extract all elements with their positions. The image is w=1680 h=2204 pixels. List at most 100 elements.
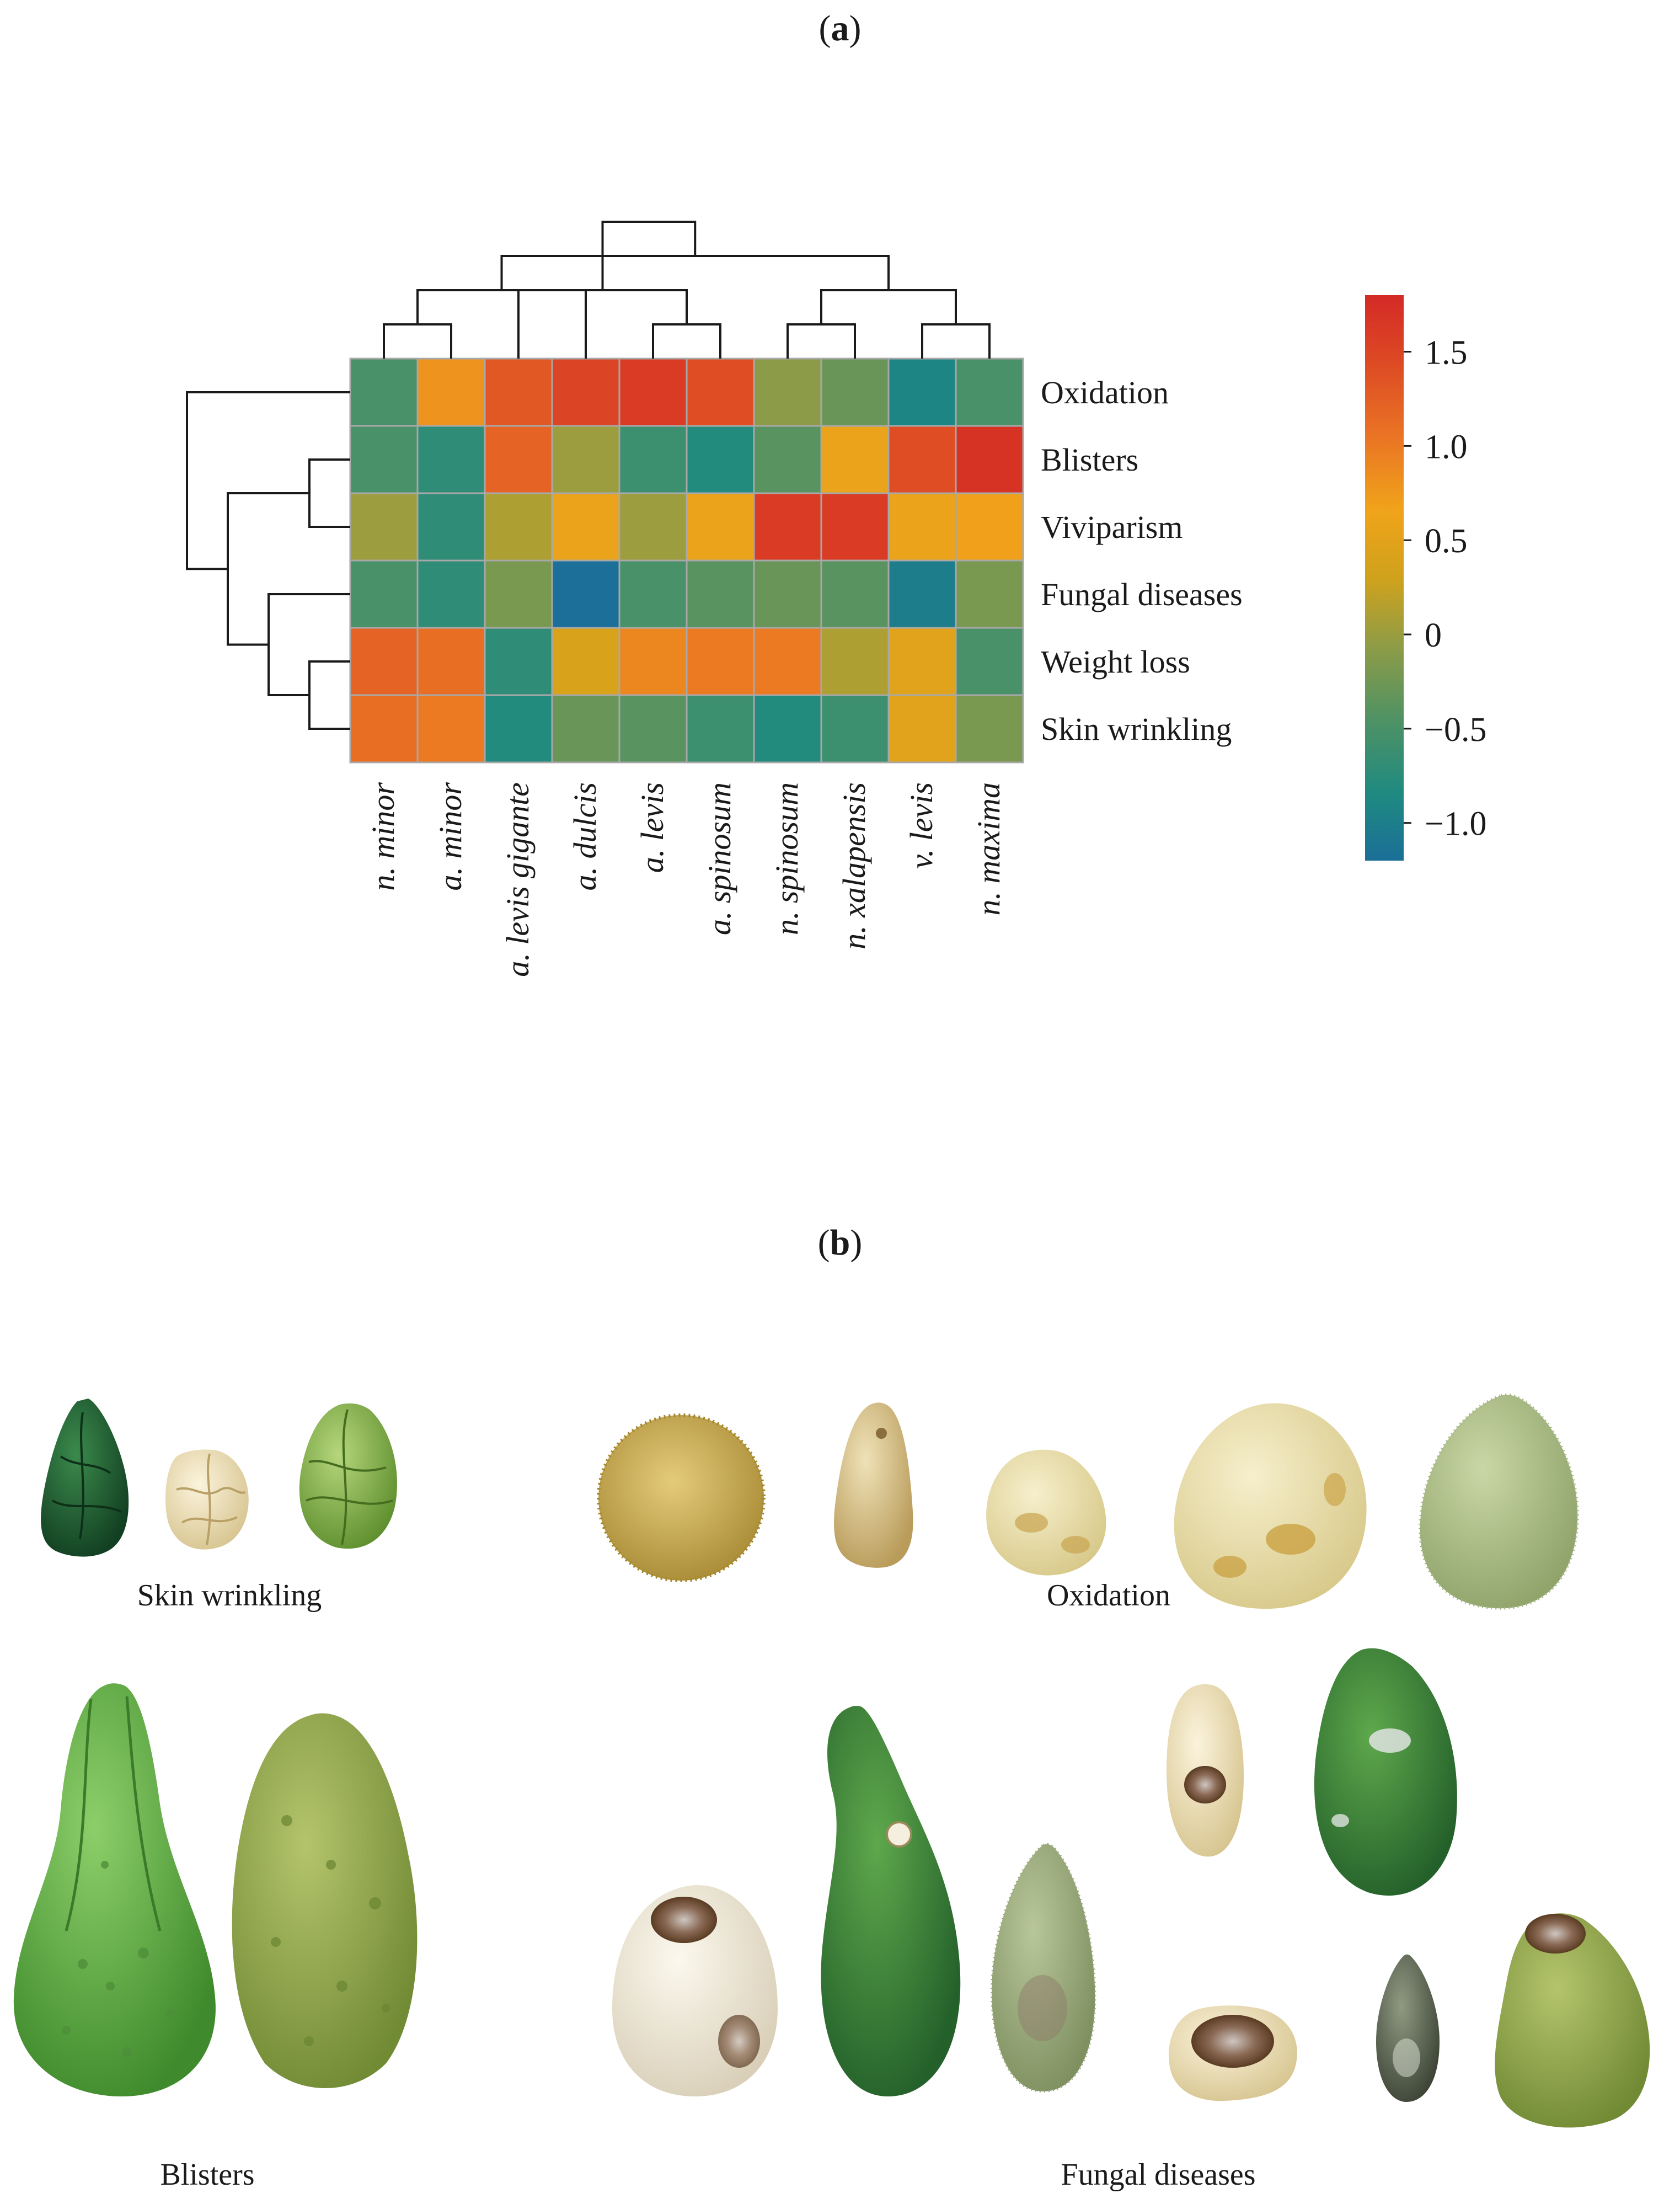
heatmap-cell — [955, 357, 1024, 427]
heatmap-cell — [955, 559, 1024, 629]
fungal-lesion — [1184, 1766, 1226, 1803]
heatmap-cell — [484, 694, 553, 764]
pale-cream-fruit — [986, 1449, 1106, 1576]
heatmap-cell — [753, 627, 822, 696]
heatmap-cell — [686, 559, 755, 629]
oxidation-spot — [876, 1428, 887, 1439]
pear-green-blistered-fruit — [232, 1713, 418, 2088]
blister — [326, 1860, 336, 1870]
wrinkle-lines-cream — [176, 1453, 246, 1545]
heatmap-cell — [753, 559, 822, 629]
column-labels: n. minor a. minor a. levis gigante a. dulci… — [365, 782, 1007, 977]
caption-fungal-diseases: Fungal diseases — [1061, 2158, 1255, 2192]
heatmap-cell — [686, 492, 755, 562]
fungal-diseases-group — [612, 1648, 1650, 2128]
fungal-lesion — [651, 1897, 717, 1943]
blister — [122, 2047, 132, 2057]
heatmap-cell — [753, 357, 822, 427]
heatmap-cell — [551, 627, 620, 696]
heatmap-cell — [753, 425, 822, 494]
wrinkle-lines — [52, 1412, 122, 1540]
oxidation-group — [597, 1393, 1579, 1610]
fruit-photo-panel: Skin wrinkling Oxidation — [13, 1393, 1650, 2192]
column-dendrogram — [383, 221, 991, 359]
panel-a-letter: a — [831, 8, 849, 49]
heatmap-cell — [618, 694, 688, 764]
wrinkled-light-green-fruit — [299, 1403, 397, 1549]
colorbar: 1.5 1.0 0.5 0 −0.5 −1.0 — [1365, 295, 1486, 861]
blister — [336, 1981, 347, 1992]
panel-a-open-paren: ( — [818, 8, 831, 49]
panel-b-open-paren: ( — [817, 1223, 830, 1263]
column-label: a. levis — [634, 782, 670, 873]
heatmap-cell — [887, 492, 957, 562]
wrinkle-lines-light-green — [306, 1409, 393, 1545]
blister — [369, 1897, 381, 1909]
elongated-fruit-ridges — [65, 1696, 162, 1931]
small-dark-fruit-with-mold — [1376, 1954, 1440, 2102]
column-label: n. maxima — [971, 782, 1007, 916]
heatmap-cell — [955, 425, 1024, 494]
fungal-lesion — [886, 1821, 912, 1848]
blister — [382, 2004, 390, 2013]
blister-spots — [62, 1861, 176, 2057]
fungal-lesion — [1191, 2015, 1274, 2068]
blister — [101, 1861, 109, 1869]
row-dendrogram-branch — [308, 458, 350, 528]
heatmap-cell — [887, 694, 957, 764]
column-dendrogram-branch — [921, 323, 991, 359]
blister-spots — [271, 1815, 390, 2046]
heatmap-cell — [416, 425, 486, 494]
heatmap-cell — [686, 694, 755, 764]
oxidation-patch — [1213, 1556, 1246, 1578]
column-label: n. spinosum — [769, 782, 805, 935]
heatmap-cell — [887, 425, 957, 494]
column-label: a. minor — [432, 782, 468, 891]
heatmap-cell — [820, 559, 890, 629]
oxidation-patch — [1324, 1473, 1346, 1506]
heatmap-chart: Oxidation Blisters Viviparism Fungal diseas… — [186, 221, 1486, 977]
row-label: Skin wrinkling — [1041, 711, 1232, 747]
column-dendrogram-branch — [601, 221, 697, 290]
blister — [62, 2026, 71, 2035]
panel-b-letter: b — [830, 1223, 850, 1263]
heatmap-cell — [820, 694, 890, 764]
spiny-pale-green-fruit — [1419, 1393, 1579, 1610]
heatmap-cell — [551, 492, 620, 562]
column-label: n. minor — [365, 782, 401, 891]
column-label: a. dulcis — [567, 782, 603, 891]
colorbar-tick-label: −0.5 — [1425, 711, 1486, 749]
blisters-group — [13, 1683, 418, 2096]
row-dendrogram-branch — [308, 660, 350, 730]
fungal-lesion — [1018, 1975, 1067, 2041]
caption-oxidation: Oxidation — [1047, 1578, 1170, 1613]
heatmap-cell — [686, 425, 755, 494]
row-label: Viviparism — [1041, 509, 1183, 545]
heatmap-cell — [551, 425, 620, 494]
colorbar-tick-label: 0 — [1425, 617, 1442, 654]
heatmap-cell — [887, 627, 957, 696]
pear-olive-fruit-with-lesion — [1495, 1913, 1650, 2128]
fungal-mold-patch — [1393, 2038, 1420, 2077]
fungal-lesion — [718, 2015, 760, 2068]
row-label: Oxidation — [1041, 375, 1169, 410]
heatmap-cell — [618, 559, 688, 629]
heatmap-cell — [349, 559, 419, 629]
heatmap-cell — [416, 694, 486, 764]
row-dendrogram-branch — [186, 391, 350, 570]
blister — [281, 1815, 292, 1826]
colorbar-tick-label: 1.5 — [1425, 334, 1468, 372]
heatmap-cell — [955, 694, 1024, 764]
heatmap-cell — [551, 694, 620, 764]
row-labels: Oxidation Blisters Viviparism Fungal diseas… — [1041, 375, 1243, 747]
heatmap-cell — [887, 559, 957, 629]
heatmap-cell — [349, 425, 419, 494]
oxidation-patch — [1266, 1524, 1315, 1555]
column-dendrogram-branch — [383, 323, 452, 359]
heatmap-cell — [686, 357, 755, 427]
heatmap-cells — [349, 357, 1024, 764]
heatmap-cell — [484, 357, 553, 427]
colorbar-tick-label: 0.5 — [1425, 522, 1468, 560]
row-dendrogram — [186, 391, 350, 730]
